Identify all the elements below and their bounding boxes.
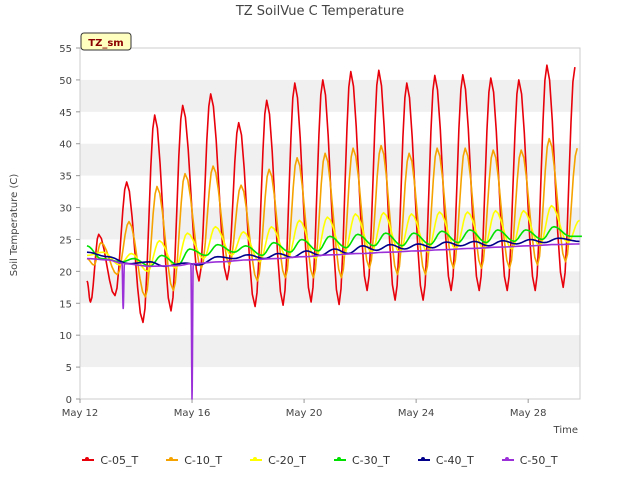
legend-item: C-40_T: [417, 452, 474, 468]
y-tick-label: 50: [59, 76, 72, 87]
legend-label: C-20_T: [268, 453, 306, 467]
chart-title: TZ SoilVue C Temperature: [235, 4, 404, 19]
x-tick-label: May 24: [398, 408, 435, 419]
legend-swatch: [417, 457, 430, 461]
legend-label: C-30_T: [352, 453, 390, 467]
legend-item: C-05_T: [82, 452, 138, 468]
series-lines: [86, 64, 582, 400]
y-tick-label: 0: [66, 395, 72, 406]
series-line-c-10_t: [86, 137, 578, 298]
grid-bands: [80, 79, 580, 368]
legend-swatch: [82, 457, 95, 461]
legend-swatch: [250, 457, 263, 461]
y-tick-label: 35: [59, 172, 72, 183]
y-tick-label: 20: [59, 267, 72, 278]
legend: C-05_T C-10_T C-20_T C-30_T C-40_T C-50_T: [0, 452, 640, 468]
y-tick-label: 30: [59, 204, 72, 215]
legend-item: C-10_T: [166, 452, 222, 468]
legend-swatch: [501, 457, 514, 461]
y-axis: 0 5 10 15 20 25 30 35 40 45 50 55: [59, 44, 80, 406]
x-axis: May 12 May 16 May 20 May 24 May 28: [62, 399, 547, 419]
series-line-c-50_t: [86, 243, 580, 400]
y-axis-label: Soil Temperature (C): [9, 174, 20, 277]
legend-item: C-30_T: [334, 452, 390, 468]
grid-band: [80, 271, 580, 304]
legend-label: C-05_T: [100, 453, 139, 467]
legend-item: C-20_T: [250, 452, 306, 468]
x-tick-label: May 16: [174, 408, 211, 419]
y-tick-label: 25: [59, 235, 72, 246]
annotation-label: TZ_sm: [88, 38, 123, 49]
x-tick-label: May 28: [510, 408, 547, 419]
legend-label: C-40_T: [435, 453, 474, 467]
series-line-c-05_t: [86, 64, 576, 324]
y-tick-label: 15: [59, 299, 72, 310]
grid-band: [80, 79, 580, 112]
x-axis-label: Time: [553, 425, 578, 436]
legend-item: C-50_T: [501, 452, 558, 468]
annotation-badge: TZ_sm: [80, 32, 132, 51]
grid-band: [80, 335, 580, 368]
legend-swatch: [166, 457, 179, 461]
legend-label: C-10_T: [184, 453, 223, 467]
x-tick-label: May 20: [286, 408, 323, 419]
y-tick-label: 10: [59, 331, 72, 342]
plot-frame: [79, 47, 581, 400]
y-tick-label: 45: [59, 108, 72, 119]
legend-swatch: [334, 457, 346, 461]
y-tick-label: 55: [59, 44, 72, 55]
y-tick-label: 40: [59, 140, 72, 151]
y-tick-label: 5: [66, 363, 72, 374]
x-tick-label: May 12: [62, 408, 99, 419]
legend-label: C-50_T: [519, 453, 558, 467]
